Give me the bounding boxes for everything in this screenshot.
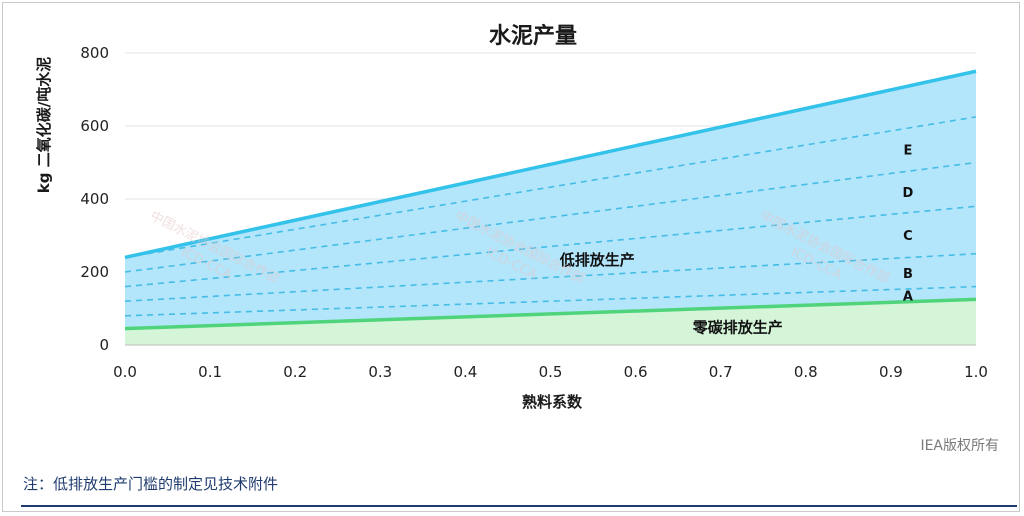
x-tick-label-6: 0.6 <box>624 363 648 381</box>
near-zero-line <box>124 297 977 331</box>
band-label-a: A <box>903 289 913 304</box>
threshold-line-d <box>124 161 977 273</box>
x-tick-label-8: 0.8 <box>794 363 818 381</box>
region-label-near-zero: 零碳排放生产 <box>692 318 783 336</box>
x-tick-label-0: 0.0 <box>113 363 137 381</box>
chart-title: 水泥产量 <box>489 24 577 49</box>
y-tick-label-4: 800 <box>80 44 109 62</box>
x-axis-ticks: 0.0 0.1 0.2 0.3 0.4 0.5 0.6 0.7 0.8 0.9 1.0 <box>113 363 988 381</box>
low-emission-upper-line <box>124 69 977 260</box>
threshold-line-a <box>124 285 977 317</box>
x-tick-label-1: 0.1 <box>198 363 222 381</box>
x-tick-label-4: 0.4 <box>453 363 477 381</box>
low-emission-area <box>125 71 976 329</box>
x-axis-title: 熟料系数 <box>522 393 583 411</box>
x-tick-label-3: 0.3 <box>368 363 392 381</box>
y-tick-label-0: 0 <box>99 336 109 354</box>
y-tick-label-1: 200 <box>80 263 109 281</box>
x-tick-label-10: 1.0 <box>964 363 988 381</box>
threshold-line-e <box>124 116 977 259</box>
region-label-low-emission: 低排放生产 <box>559 251 635 269</box>
y-axis-title: kg 二氧化碳/吨水泥 <box>35 57 53 193</box>
band-label-c: C <box>903 229 913 244</box>
footnote-text: 注：低排放生产门槛的制定见技术附件 <box>23 475 279 493</box>
footer-divider <box>21 505 1017 507</box>
x-tick-label-7: 0.7 <box>709 363 733 381</box>
y-tick-label-2: 400 <box>80 190 109 208</box>
x-tick-label-2: 0.2 <box>283 363 307 381</box>
x-tick-label-5: 0.5 <box>539 363 563 381</box>
band-label-d: D <box>903 186 914 201</box>
band-label-e: E <box>903 144 912 159</box>
y-tick-label-3: 600 <box>80 117 109 135</box>
band-label-b: B <box>903 267 913 282</box>
x-tick-label-9: 0.9 <box>879 363 903 381</box>
near-zero-area <box>125 299 976 345</box>
y-axis-ticks: 0 200 400 600 800 <box>80 44 109 354</box>
copyright-text: IEA版权所有 <box>920 438 999 454</box>
